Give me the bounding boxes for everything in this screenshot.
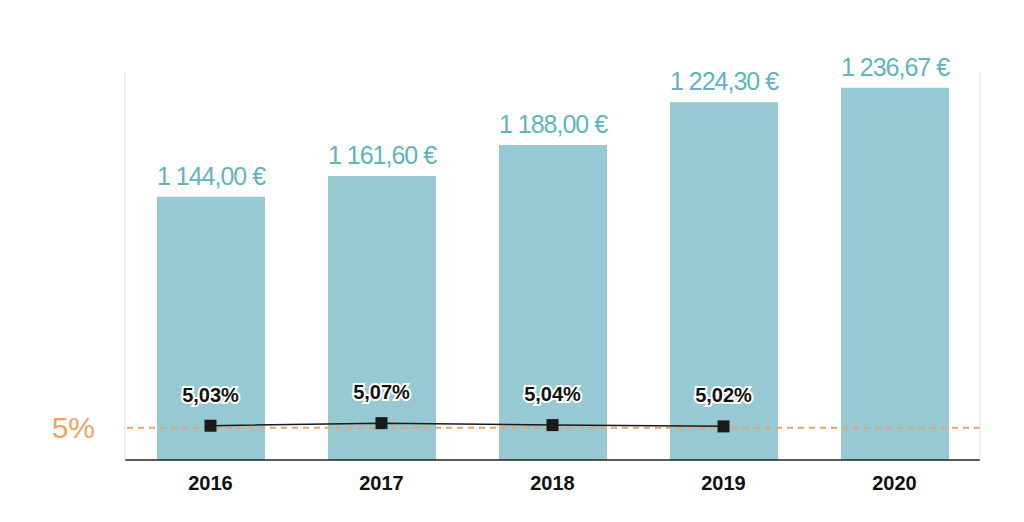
svg-text:2016: 2016 — [188, 472, 233, 494]
svg-text:5,07%: 5,07% — [353, 381, 410, 403]
svg-text:1 224,30 €: 1 224,30 € — [670, 67, 779, 95]
svg-text:1 144,00 €: 1 144,00 € — [157, 162, 266, 190]
svg-text:5,03%: 5,03% — [182, 384, 239, 406]
svg-text:1 236,67 €: 1 236,67 € — [841, 53, 950, 81]
svg-text:5,02%: 5,02% — [695, 384, 752, 406]
svg-text:2019: 2019 — [701, 472, 746, 494]
svg-text:1 188,00 €: 1 188,00 € — [499, 110, 608, 138]
svg-text:2017: 2017 — [359, 472, 404, 494]
svg-text:5%: 5% — [52, 411, 95, 444]
svg-text:5,04%: 5,04% — [524, 383, 581, 405]
svg-text:1 161,60 €: 1 161,60 € — [328, 141, 437, 169]
svg-text:2018: 2018 — [530, 472, 575, 494]
svg-text:2020: 2020 — [872, 472, 917, 494]
